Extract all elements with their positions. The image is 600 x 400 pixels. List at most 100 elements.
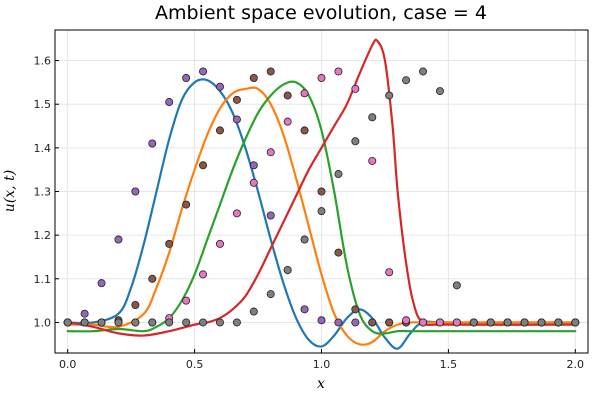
data-point	[317, 207, 326, 216]
x-axis-label: x	[317, 376, 325, 392]
data-point	[469, 318, 478, 327]
data-point	[165, 98, 174, 107]
data-point	[419, 67, 428, 76]
data-point	[114, 235, 123, 244]
data-point	[266, 148, 275, 157]
data-point	[520, 318, 529, 327]
scatter-series-4	[63, 67, 580, 327]
data-point	[300, 305, 309, 314]
series-points	[63, 67, 580, 327]
y-tick-label: 1.5	[34, 98, 52, 111]
y-tick-label: 1.4	[34, 142, 52, 155]
data-point	[300, 89, 309, 98]
data-point	[368, 156, 377, 165]
data-point	[182, 200, 191, 209]
y-tick-label: 1.6	[34, 55, 52, 68]
data-point	[317, 316, 326, 325]
data-point	[199, 67, 208, 76]
data-point	[334, 67, 343, 76]
data-point	[148, 274, 157, 283]
data-point	[402, 316, 411, 325]
data-point	[232, 209, 241, 218]
data-point	[249, 307, 258, 316]
data-point	[419, 318, 428, 327]
x-tick-label: 1.0	[313, 358, 331, 371]
data-point	[385, 318, 394, 327]
data-point	[385, 91, 394, 100]
data-point	[351, 84, 360, 93]
data-point	[215, 239, 224, 248]
data-point	[148, 318, 157, 327]
data-point	[435, 318, 444, 327]
data-point	[452, 318, 461, 327]
data-point	[283, 117, 292, 126]
series-lines	[66, 38, 577, 350]
data-point	[232, 318, 241, 327]
x-tick-label: 0.0	[59, 358, 77, 371]
data-point	[199, 270, 208, 279]
y-axis-label: u(x, t)	[2, 170, 18, 212]
x-axis-ticks: 0.0 0.5 1.0 1.5 2.0	[59, 349, 584, 371]
data-point	[249, 161, 258, 170]
data-point	[334, 318, 343, 327]
y-tick-label: 1.1	[34, 273, 52, 286]
data-point	[334, 170, 343, 179]
x-tick-label: 0.5	[186, 358, 204, 371]
data-point	[97, 318, 106, 327]
data-point	[165, 318, 174, 327]
data-point	[334, 248, 343, 257]
series-line-3	[66, 80, 577, 335]
data-point	[80, 318, 89, 327]
data-point	[351, 137, 360, 146]
data-point	[283, 91, 292, 100]
data-point	[368, 318, 377, 327]
data-point	[283, 266, 292, 275]
data-point	[486, 318, 495, 327]
data-point	[215, 126, 224, 135]
y-tick-label: 1.0	[34, 316, 52, 329]
x-tick-label: 2.0	[567, 358, 585, 371]
data-point	[266, 290, 275, 299]
data-point	[249, 74, 258, 83]
y-axis-ticks: 1.0 1.1 1.2 1.3 1.4 1.5 1.6	[34, 55, 59, 329]
data-point	[97, 279, 106, 288]
data-point	[131, 318, 140, 327]
chart-title: Ambient space evolution, case = 4	[155, 2, 487, 24]
data-point	[182, 296, 191, 305]
data-point	[148, 139, 157, 148]
data-point	[368, 113, 377, 122]
data-point	[571, 318, 580, 327]
x-tick-label: 1.5	[440, 358, 458, 371]
series-line-2	[66, 86, 577, 346]
data-point	[114, 318, 123, 327]
y-tick-label: 1.3	[34, 186, 52, 199]
data-point	[537, 318, 546, 327]
data-point	[131, 300, 140, 309]
data-point	[402, 76, 411, 85]
data-point	[554, 318, 563, 327]
data-point	[182, 318, 191, 327]
data-point	[131, 187, 140, 196]
data-point	[266, 211, 275, 220]
data-point	[215, 82, 224, 91]
data-point	[300, 235, 309, 244]
data-point	[182, 74, 191, 83]
data-point	[232, 95, 241, 104]
data-point	[503, 318, 512, 327]
data-point	[385, 268, 394, 277]
data-point	[317, 74, 326, 83]
data-point	[351, 318, 360, 327]
data-point	[215, 318, 224, 327]
data-point	[232, 115, 241, 124]
data-point	[165, 239, 174, 248]
data-point	[351, 305, 360, 314]
y-tick-label: 1.2	[34, 229, 52, 242]
data-point	[317, 187, 326, 196]
data-point	[63, 318, 72, 327]
data-point	[80, 309, 89, 318]
series-line-4	[66, 38, 577, 337]
data-point	[435, 87, 444, 96]
data-point	[266, 67, 275, 76]
data-point	[452, 281, 461, 290]
